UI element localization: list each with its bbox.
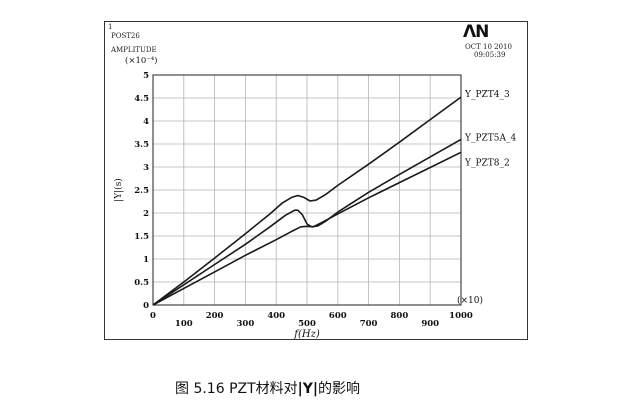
plot-area	[152, 74, 462, 306]
y-tick-label: 0.5	[134, 278, 149, 288]
x-tick-label: 300	[237, 319, 255, 329]
series-line	[152, 96, 462, 306]
y-tick-label: 3	[143, 163, 149, 173]
x-tick-label: 900	[421, 319, 439, 329]
y-tick-label: 2.5	[134, 186, 149, 196]
series-line	[152, 151, 462, 306]
y-tick-label: 1.5	[134, 232, 149, 242]
x-axis-title: f(Hz)	[293, 329, 320, 340]
y-tick-label: 3.5	[134, 140, 149, 150]
caption-suffix: 的影响	[318, 381, 361, 397]
x-tick-label: 200	[206, 311, 224, 321]
y-tick-label: 0	[143, 301, 149, 311]
x-axis-multiplier: (×10)	[457, 295, 483, 306]
plot-time: 09:05:39	[474, 51, 506, 59]
post-label: POST26	[111, 32, 140, 40]
caption-symbol: |Y|	[297, 381, 319, 397]
x-tick-label: 700	[360, 319, 378, 329]
series-label: Y_PZT4_3	[464, 90, 510, 100]
series-label: Y_PZT5A_4	[464, 133, 516, 143]
x-tick-label: 400	[267, 311, 285, 321]
plot-date: OCT 10 2010	[465, 43, 512, 51]
quantity-label: AMPLITUDE	[111, 46, 157, 54]
x-tick-label: 800	[391, 311, 409, 321]
x-tick-label: 0	[150, 311, 156, 321]
series-label: Y_PZT8_2	[464, 158, 510, 168]
series-line	[152, 138, 462, 306]
y-tick-label: 4.5	[134, 94, 149, 104]
plot-frame	[104, 21, 528, 340]
y-tick-label: 4	[143, 117, 149, 127]
x-tick-label: 100	[175, 319, 193, 329]
y-axis-multiplier: (×10⁻⁴)	[125, 55, 157, 66]
ansys-logo: ΛN	[463, 22, 489, 42]
caption-prefix: 图 5.16 PZT材料对	[175, 381, 298, 397]
y-axis-title: |Y|(s)	[113, 178, 124, 202]
x-tick-label: 1000	[449, 311, 473, 321]
y-tick-label: 2	[143, 209, 149, 219]
plot-index: 1	[108, 23, 113, 31]
y-tick-label: 5	[143, 71, 149, 81]
y-tick-label: 1	[143, 255, 149, 265]
figure-caption: 图 5.16 PZT材料对|Y|的影响	[175, 378, 360, 398]
x-tick-label: 500	[298, 319, 316, 329]
x-tick-label: 600	[329, 311, 347, 321]
